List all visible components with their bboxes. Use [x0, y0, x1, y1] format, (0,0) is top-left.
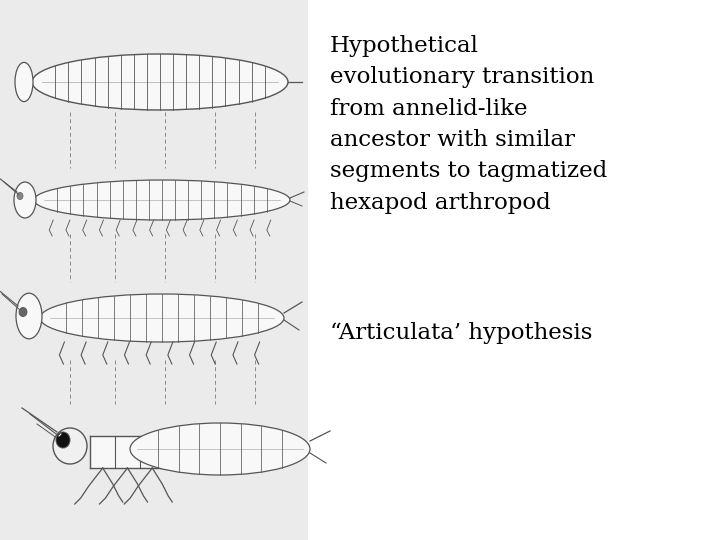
Ellipse shape [15, 63, 33, 102]
Ellipse shape [40, 294, 284, 342]
Ellipse shape [16, 293, 42, 339]
Ellipse shape [17, 192, 23, 199]
Bar [90, 436, 165, 468]
Ellipse shape [130, 423, 310, 475]
Ellipse shape [34, 180, 290, 220]
Ellipse shape [19, 307, 27, 316]
Ellipse shape [56, 432, 70, 448]
Ellipse shape [14, 182, 36, 218]
Ellipse shape [53, 428, 87, 464]
Bar [0, 0, 308, 540]
Text: “Articulata’ hypothesis: “Articulata’ hypothesis [330, 322, 593, 344]
Text: Hypothetical
evolutionary transition
from annelid-like
ancestor with similar
seg: Hypothetical evolutionary transition fro… [330, 35, 607, 214]
Ellipse shape [32, 54, 288, 110]
